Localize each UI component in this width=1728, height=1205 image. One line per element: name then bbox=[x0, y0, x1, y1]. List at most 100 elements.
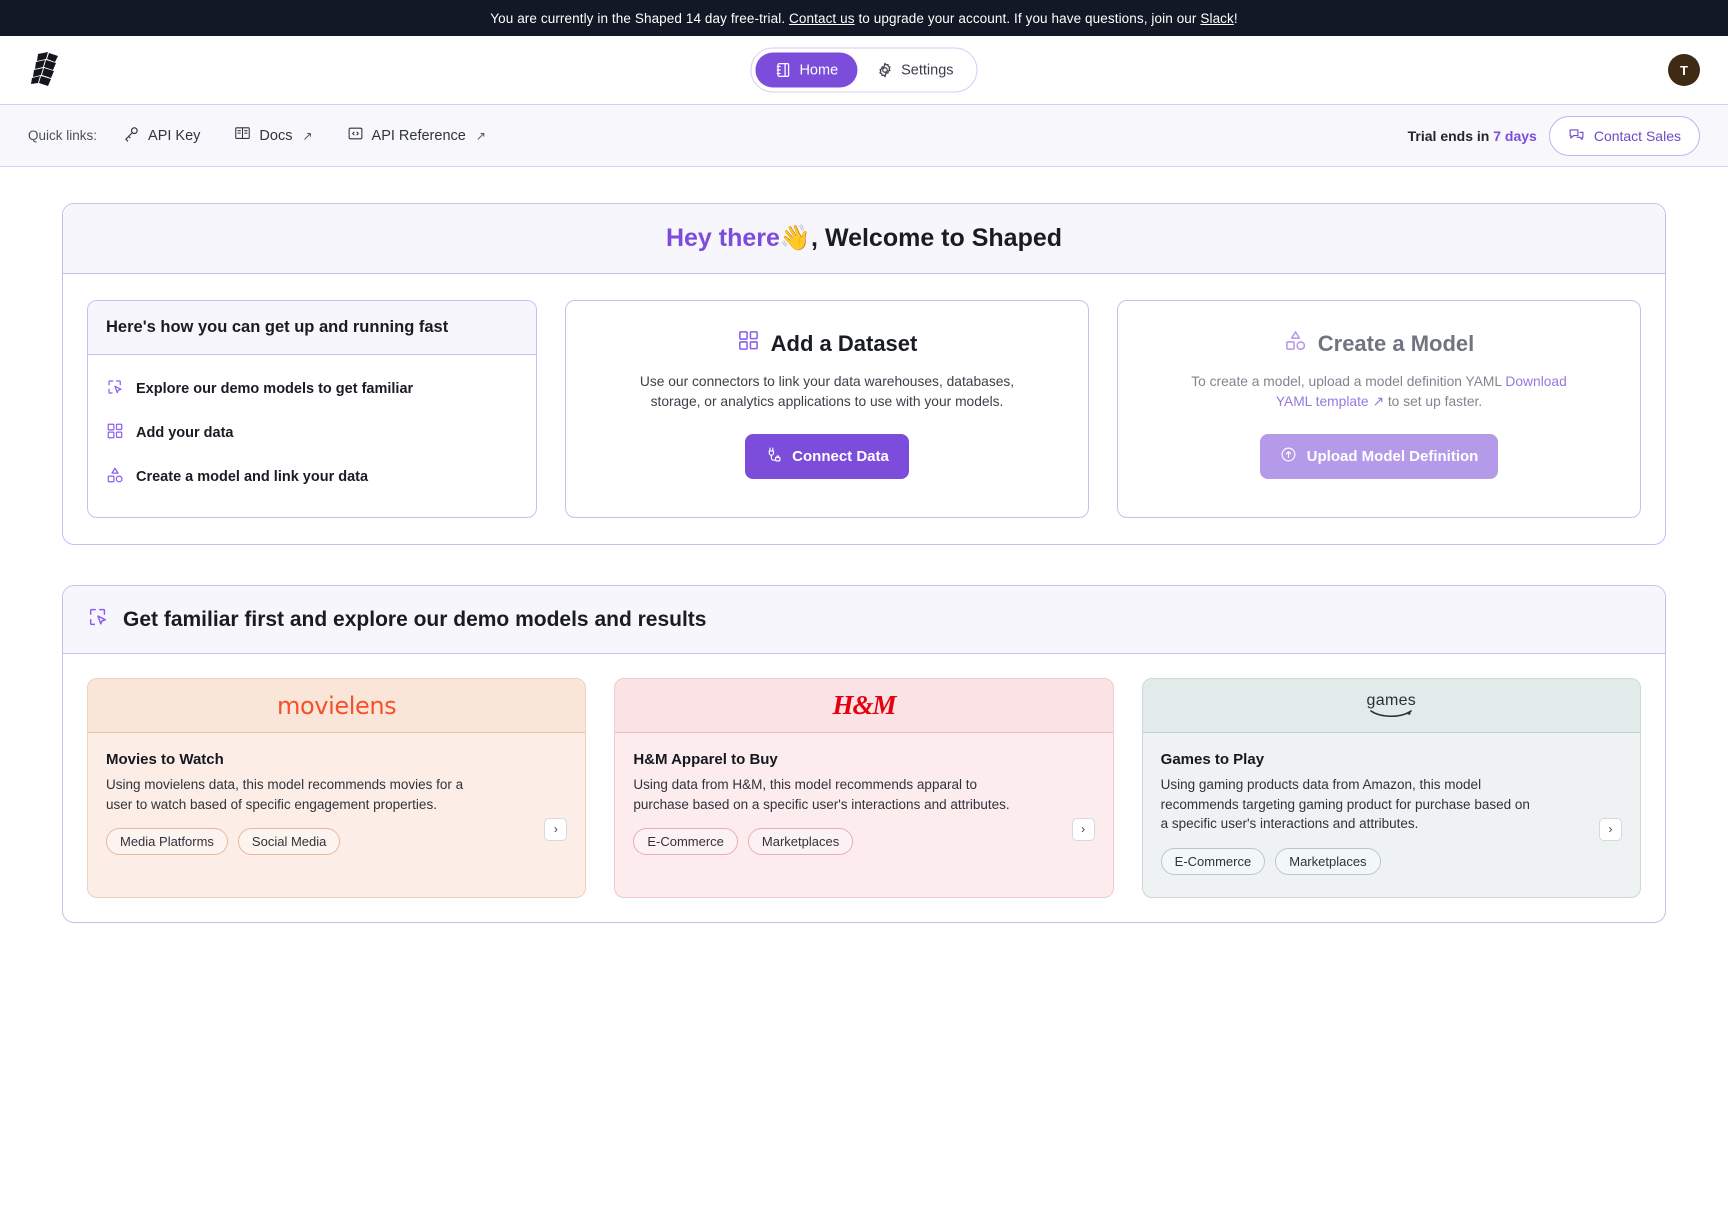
book-icon bbox=[234, 125, 251, 146]
welcome-hey: Hey there bbox=[665, 224, 780, 252]
announcement-text-before: You are currently in the Shaped 14 day f… bbox=[490, 10, 790, 26]
upload-model-definition-button[interactable]: Upload Model Definition bbox=[1259, 434, 1499, 479]
tab-settings[interactable]: Settings bbox=[857, 53, 972, 88]
upload-circle-icon bbox=[1280, 446, 1297, 467]
amazon-swoosh-icon bbox=[1370, 709, 1413, 717]
download-yaml-template-link[interactable]: Download YAML template ↗ bbox=[1276, 374, 1567, 409]
main-nav: Home Settings bbox=[750, 47, 978, 93]
avatar[interactable]: T bbox=[1668, 54, 1700, 86]
app-header: Home Settings T bbox=[0, 36, 1728, 105]
demo-card-content: H&M Apparel to Buy Using data from H&M, … bbox=[615, 733, 1112, 877]
contact-sales-button[interactable]: Contact Sales bbox=[1548, 115, 1700, 156]
demo-card-description: Using movielens data, this model recomme… bbox=[106, 777, 464, 812]
shaped-logo[interactable] bbox=[28, 50, 66, 90]
getting-started-item-label: Explore our demo models to get familiar bbox=[136, 381, 414, 397]
page-title: Hey there👋, Welcome to Shaped bbox=[666, 224, 1062, 253]
getting-started-item-explore-demos[interactable]: Explore our demo models to get familiar bbox=[106, 367, 518, 411]
cursor-select-icon bbox=[87, 606, 109, 633]
avatar-initial: T bbox=[1680, 62, 1688, 78]
getting-started-item-create-model[interactable]: Create a model and link your data bbox=[106, 455, 518, 499]
welcome-body: Here's how you can get up and running fa… bbox=[63, 274, 1665, 544]
contact-sales-label: Contact Sales bbox=[1593, 127, 1681, 144]
tag: Marketplaces bbox=[747, 828, 854, 856]
quick-links-bar: Quick links: API Key Docs ↗ bbox=[0, 105, 1728, 167]
wave-emoji: 👋 bbox=[779, 224, 812, 252]
blocks-icon bbox=[106, 422, 124, 444]
tab-home-label: Home bbox=[799, 62, 839, 78]
contact-us-link[interactable]: Contact us bbox=[789, 10, 855, 26]
announcement-text-after: ! bbox=[1233, 10, 1238, 26]
demo-card-content: Games to Play Using gaming products data… bbox=[1143, 733, 1640, 897]
demo-models-list: movielens Movies to Watch Using movielen… bbox=[63, 654, 1665, 922]
create-model-title: Create a Model bbox=[1317, 330, 1475, 356]
demo-card-tags: E-Commerce Marketplaces bbox=[633, 828, 1094, 856]
getting-started-item-label: Add your data bbox=[136, 425, 234, 441]
demo-card-title: Movies to Watch bbox=[106, 751, 224, 768]
quick-link-docs[interactable]: Docs ↗ bbox=[234, 125, 313, 146]
gear-icon bbox=[876, 62, 893, 79]
tab-settings-label: Settings bbox=[901, 62, 954, 78]
demo-card-open-button[interactable]: › bbox=[544, 817, 568, 841]
quick-link-label: API Reference bbox=[371, 127, 466, 144]
welcome-panel: Hey there👋, Welcome to Shaped Here's how… bbox=[62, 203, 1666, 545]
quick-links-label: Quick links: bbox=[28, 128, 98, 143]
games-logo-text: games bbox=[1366, 691, 1417, 709]
create-model-description-2: to set up faster. bbox=[1384, 394, 1483, 409]
external-link-icon: ↗ bbox=[1372, 394, 1385, 409]
connect-data-button[interactable]: Connect Data bbox=[745, 434, 909, 479]
getting-started-list: Explore our demo models to get familiar … bbox=[88, 355, 536, 517]
tag: E-Commerce bbox=[1160, 847, 1266, 875]
connect-data-label: Connect Data bbox=[792, 448, 889, 465]
demo-card-description: Using data from H&M, this model recommen… bbox=[633, 777, 1010, 812]
add-dataset-description: Use our connectors to link your data war… bbox=[639, 374, 1015, 409]
quick-link-api-key[interactable]: API Key bbox=[123, 125, 200, 146]
shapes-icon bbox=[1284, 329, 1307, 358]
demo-card-description: Using gaming products data from Amazon, … bbox=[1160, 777, 1530, 832]
create-model-card: Create a Model To create a model, upload… bbox=[1117, 300, 1641, 518]
demo-card-hm[interactable]: H&M H&M Apparel to Buy Using data from H… bbox=[614, 678, 1114, 898]
add-dataset-card: Add a Dataset Use our connectors to link… bbox=[565, 300, 1089, 518]
key-icon bbox=[123, 125, 140, 146]
download-yaml-label: Download YAML template bbox=[1275, 374, 1567, 409]
chat-icon bbox=[1568, 126, 1585, 146]
create-model-title-row: Create a Model bbox=[1284, 329, 1475, 358]
announcement-text: You are currently in the Shaped 14 day f… bbox=[490, 11, 1237, 26]
demo-card-title: Games to Play bbox=[1160, 751, 1265, 768]
external-link-icon: ↗ bbox=[475, 128, 486, 143]
demo-card-tags: E-Commerce Marketplaces bbox=[1160, 847, 1622, 875]
demo-card-movielens[interactable]: movielens Movies to Watch Using movielen… bbox=[87, 678, 587, 898]
external-link-icon: ↗ bbox=[302, 128, 313, 143]
demo-card-content: Movies to Watch Using movielens data, th… bbox=[88, 733, 585, 877]
getting-started-item-add-data[interactable]: Add your data bbox=[106, 411, 518, 455]
games-logo: games bbox=[1366, 691, 1417, 719]
slack-link[interactable]: Slack bbox=[1200, 10, 1234, 26]
demo-card-open-button[interactable]: › bbox=[1598, 817, 1622, 841]
demo-card-tags: Media Platforms Social Media bbox=[106, 828, 567, 856]
tag: Marketplaces bbox=[1275, 847, 1381, 875]
demo-card-brand-header: H&M bbox=[615, 679, 1113, 733]
demo-card-brand-header: games bbox=[1142, 679, 1640, 733]
quick-link-api-reference[interactable]: API Reference ↗ bbox=[347, 125, 486, 146]
demo-models-header: Get familiar first and explore our demo … bbox=[63, 586, 1665, 654]
demo-card-open-button[interactable]: › bbox=[1071, 817, 1095, 841]
trial-status: Trial ends in 7 days bbox=[1408, 128, 1537, 144]
getting-started-card: Here's how you can get up and running fa… bbox=[87, 300, 537, 518]
movielens-logo: movielens bbox=[277, 691, 397, 720]
demo-card-games[interactable]: games Games to Play Using gaming product… bbox=[1141, 678, 1641, 898]
announcement-bar: You are currently in the Shaped 14 day f… bbox=[0, 0, 1728, 36]
quick-links-right: Trial ends in 7 days Contact Sales bbox=[1408, 115, 1700, 156]
demo-models-title: Get familiar first and explore our demo … bbox=[123, 607, 707, 631]
shaped-logo-icon bbox=[31, 52, 58, 86]
code-icon bbox=[347, 125, 364, 146]
announcement-text-mid: to upgrade your account. If you have que… bbox=[854, 10, 1201, 26]
add-dataset-title-row: Add a Dataset bbox=[737, 329, 917, 358]
page-body: Hey there👋, Welcome to Shaped Here's how… bbox=[0, 167, 1728, 923]
demo-card-brand-header: movielens bbox=[88, 679, 586, 733]
welcome-rest: , Welcome to Shaped bbox=[811, 224, 1063, 252]
tab-home[interactable]: Home bbox=[755, 52, 858, 88]
welcome-header: Hey there👋, Welcome to Shaped bbox=[63, 204, 1665, 274]
tag: Media Platforms bbox=[106, 828, 228, 856]
create-model-description: To create a model, upload a model defini… bbox=[1179, 372, 1579, 412]
demo-card-title: H&M Apparel to Buy bbox=[633, 751, 778, 768]
shapes-icon bbox=[106, 466, 124, 488]
